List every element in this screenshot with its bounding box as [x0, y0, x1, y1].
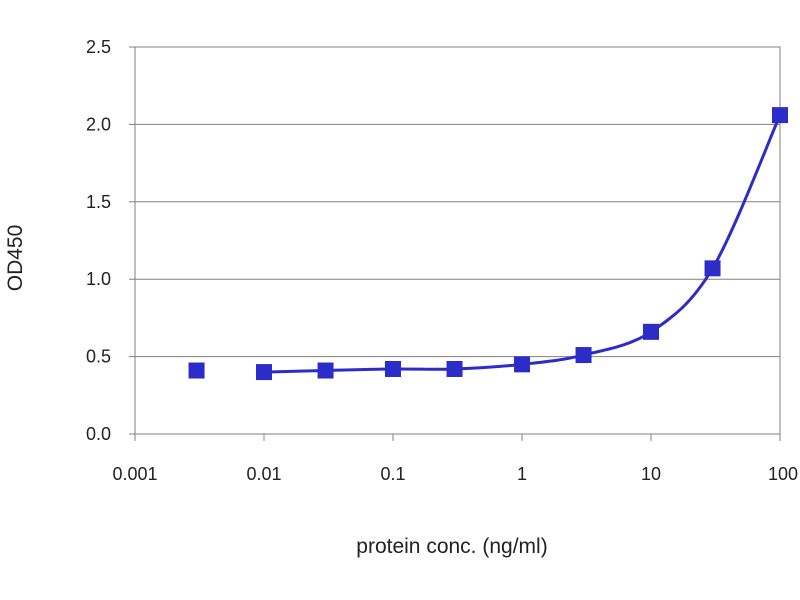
y-tick-marks [129, 46, 135, 435]
y-tick-labels: 0.0 0.5 1.0 1.5 2.0 2.5 [86, 37, 111, 444]
data-point-marker [385, 360, 401, 377]
x-tick-labels: 0.001 0.01 0.1 1 10 100 [112, 464, 798, 484]
plot-area-border [134, 46, 781, 435]
data-point-marker [643, 323, 659, 340]
y-tick-label: 2.5 [86, 37, 111, 57]
x-axis-title: protein conc. (ng/ml) [356, 535, 547, 558]
x-tick-label: 0.001 [112, 464, 157, 484]
data-point-marker [514, 356, 530, 373]
y-tick-label: 0.5 [86, 347, 111, 367]
data-point-marker [772, 107, 788, 124]
data-point-marker [256, 364, 272, 381]
y-tick-label: 0.0 [86, 424, 111, 444]
x-tick-label: 10 [641, 464, 661, 484]
data-point-marker [575, 347, 592, 364]
y-axis-title: OD450 [4, 225, 27, 292]
data-point-marker [446, 360, 463, 377]
gridlines [135, 123, 780, 358]
fit-curve [263, 114, 782, 374]
x-tick-label: 0.01 [246, 464, 281, 484]
data-points [188, 107, 788, 381]
data-point-marker [188, 362, 205, 379]
x-tick-marks [134, 434, 781, 441]
y-tick-label: 2.0 [86, 114, 111, 134]
y-tick-label: 1.0 [86, 269, 111, 289]
x-tick-label: 100 [768, 464, 798, 484]
y-tick-label: 1.5 [86, 192, 111, 212]
data-point-marker [317, 362, 334, 379]
data-point-marker [704, 260, 721, 277]
x-tick-label: 1 [517, 464, 527, 484]
x-tick-label: 0.1 [380, 464, 405, 484]
